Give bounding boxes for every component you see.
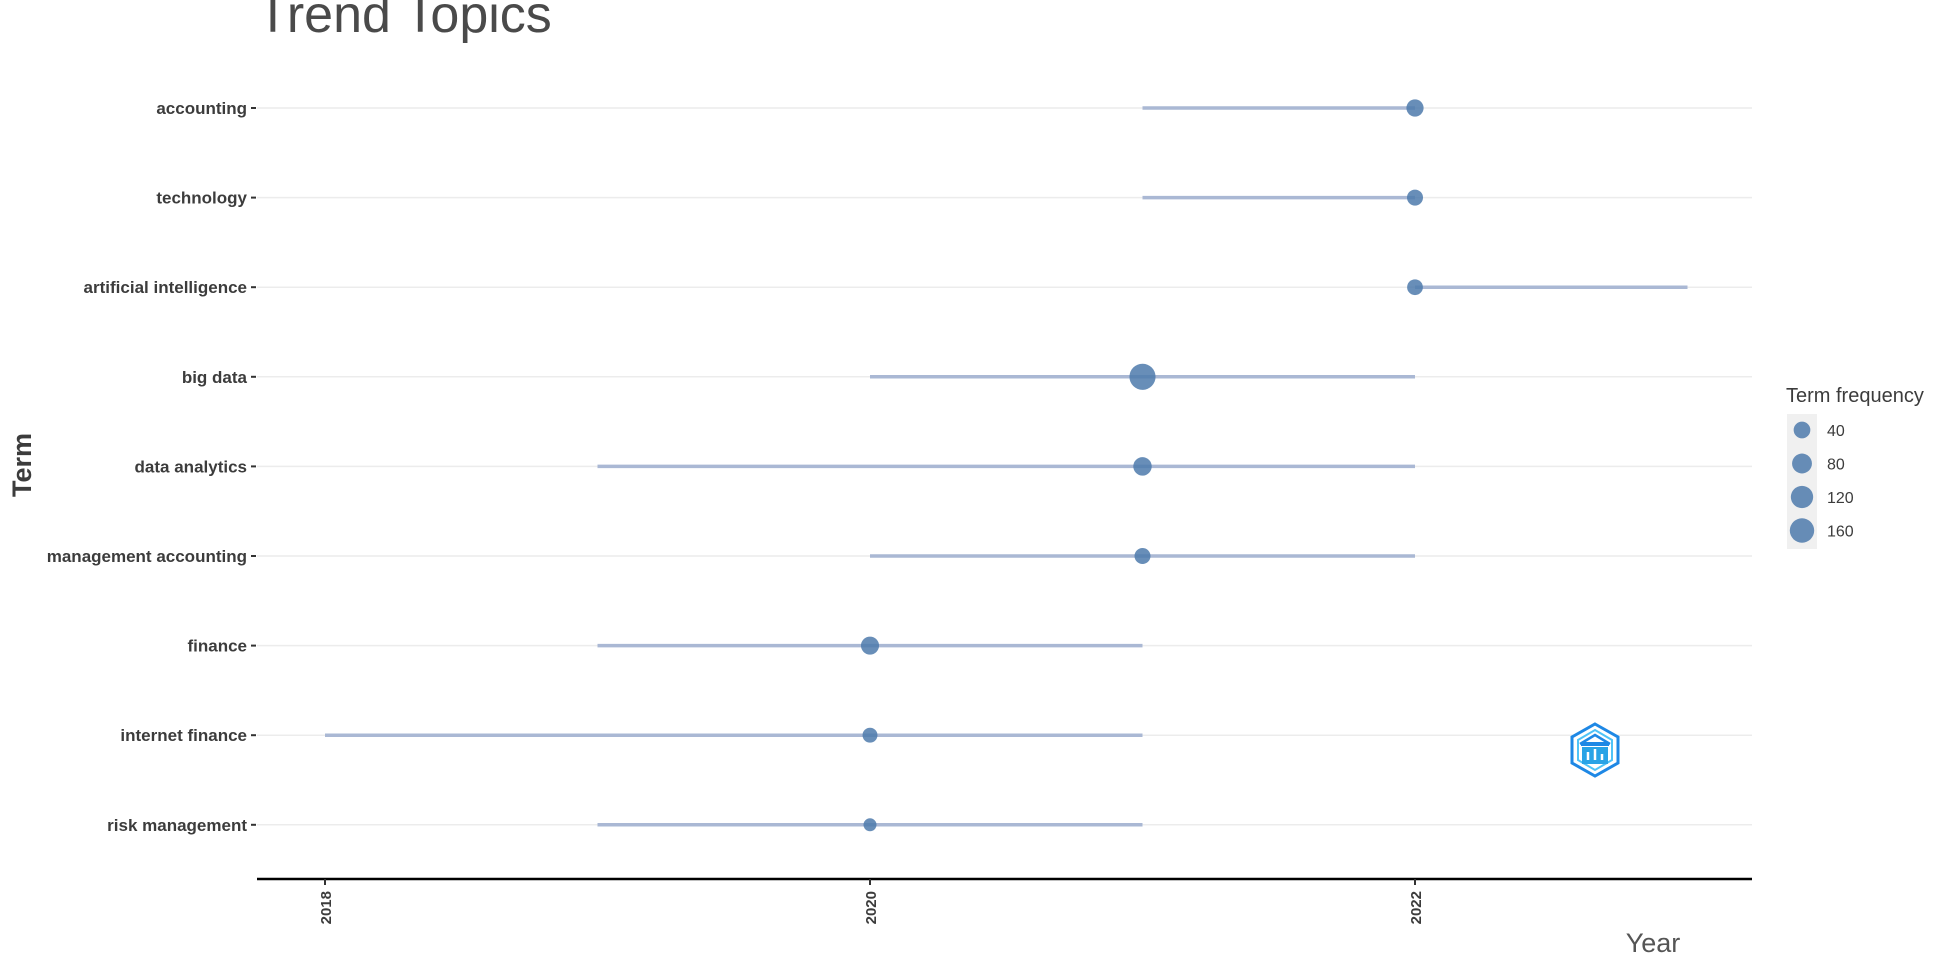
legend-label: 120: [1827, 490, 1854, 507]
term-labels: accounting technology artificial intellige…: [47, 99, 256, 835]
median-year-points: [860, 99, 1424, 832]
y-tick-label: management accounting: [47, 547, 247, 566]
median-year-point: [1406, 189, 1424, 206]
legend-label: 160: [1827, 524, 1854, 541]
median-year-point: [1406, 99, 1424, 117]
median-year-point: [1407, 279, 1423, 296]
logo-bars-icon: [1586, 749, 1604, 760]
logo-roof-icon: [1579, 733, 1611, 746]
median-year-point: [1133, 457, 1152, 476]
y-tick-label: big data: [182, 368, 248, 387]
legend-size-key: [1789, 518, 1815, 543]
chart-title: Trend Topics: [257, 0, 552, 44]
logo-banner-icon: [1581, 742, 1609, 746]
bibliometrix-logo: [1570, 722, 1620, 778]
y-tick-label: technology: [156, 189, 247, 208]
legend-size-key: [1792, 453, 1812, 474]
x-tick-label: 2022: [1408, 891, 1425, 924]
y-tick-label: risk management: [107, 816, 247, 835]
legend-title: Term frequency: [1786, 385, 1924, 407]
median-year-point: [862, 727, 878, 743]
legend-label: 80: [1827, 457, 1845, 474]
median-year-point: [860, 636, 880, 655]
y-tick-label: finance: [187, 637, 247, 656]
legend-size-key: [1790, 485, 1814, 509]
x-tick-label: 2020: [863, 891, 880, 924]
median-year-point: [1134, 547, 1151, 565]
y-tick-label: accounting: [156, 99, 247, 118]
legend-size-key: [1793, 421, 1811, 439]
y-tick-label: artificial intelligence: [84, 278, 247, 297]
legend-items: 40 80 120 160: [1789, 421, 1854, 543]
y-tick-label: internet finance: [120, 726, 247, 745]
median-year-point: [1129, 363, 1156, 390]
y-axis-title: Term: [7, 433, 37, 497]
y-tick-label: data analytics: [135, 457, 247, 476]
x-tick-label: 2018: [318, 891, 335, 924]
median-year-point: [863, 818, 877, 832]
legend-label: 40: [1827, 423, 1845, 440]
x-axis-ticks: 2018 2020 2022: [318, 879, 1425, 924]
x-axis-title: Year: [1626, 928, 1681, 958]
legend: Term frequency 40 80 120 160: [1786, 385, 1924, 549]
